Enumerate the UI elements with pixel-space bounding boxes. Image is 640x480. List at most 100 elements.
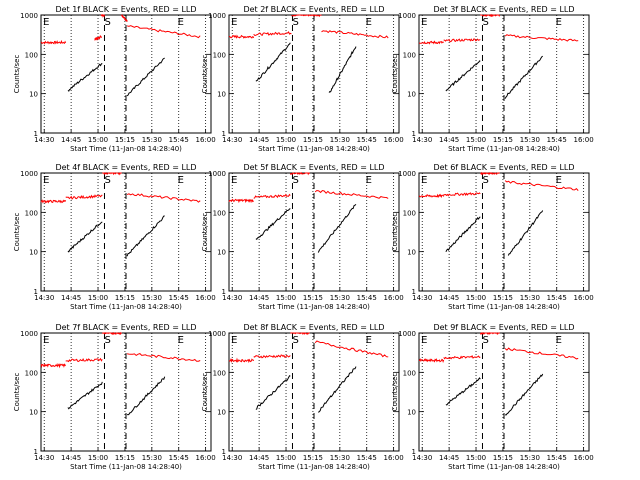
x-tick-label: 16:00 [574, 294, 594, 302]
y-axis-label: Counts/sec [13, 213, 21, 252]
marker-label: S [482, 17, 488, 28]
y-tick-label: 100 [25, 209, 38, 217]
marker-label: E [366, 17, 372, 28]
y-axis-label: Counts/sec [13, 373, 21, 412]
y-tick-label: 10 [217, 91, 226, 99]
y-tick-label: 1 [34, 448, 38, 456]
marker-label: E [231, 335, 237, 346]
x-tick-label: 15:00 [466, 294, 486, 302]
y-tick-label: 10 [29, 91, 38, 99]
marker-label: E [178, 17, 184, 28]
lld-trace [290, 332, 310, 336]
x-tick-label: 15:45 [169, 294, 189, 302]
y-axis-label: Counts/sec [201, 213, 209, 252]
x-tick-label: 15:45 [357, 294, 377, 302]
marker-label: S [104, 335, 110, 346]
lld-trace [418, 358, 445, 363]
marker-label: E [421, 175, 427, 186]
plot-panel-8: E S E Det 8f BLACK = Events, RED = LLD 1 10 10… [201, 323, 404, 471]
x-tick-label: 15:45 [169, 454, 189, 462]
y-tick-label: 100 [403, 209, 416, 217]
x-tick-label: 15:00 [88, 454, 108, 462]
x-tick-label: 15:15 [493, 136, 513, 144]
x-tick-label: 15:00 [276, 454, 296, 462]
marker-label: S [482, 175, 488, 186]
x-tick-label: 15:45 [169, 136, 189, 144]
x-tick-label: 15:30 [520, 294, 540, 302]
lld-trace [289, 172, 311, 176]
y-tick-label: 10 [217, 409, 226, 417]
marker-label: E [556, 17, 562, 28]
marker-label: E [556, 335, 562, 346]
plot-panel-6: E S E Det 6f BLACK = Events, RED = LLD 1 10 10… [391, 163, 594, 311]
marker-label: E [556, 175, 562, 186]
y-tick-label: 100 [403, 51, 416, 59]
x-tick-label: 16:00 [384, 454, 404, 462]
plot-title: Det 7f BLACK = Events, RED = LLD [55, 323, 196, 332]
x-axis-label: Start Time (11-Jan-08 14:28:40) [258, 145, 370, 153]
plot-title: Det 1f BLACK = Events, RED = LLD [55, 5, 196, 14]
lld-trace [479, 332, 501, 336]
y-tick-label: 1000 [208, 330, 226, 338]
marker-label: E [43, 175, 49, 186]
y-tick-label: 1000 [20, 12, 38, 20]
plot-title: Det 2f BLACK = Events, RED = LLD [243, 5, 384, 14]
lld-trace [121, 13, 128, 22]
marker-label: S [292, 175, 298, 186]
x-axis-label: Start Time (11-Jan-08 14:28:40) [258, 303, 370, 311]
y-tick-label: 1000 [398, 330, 416, 338]
plot-title: Det 5f BLACK = Events, RED = LLD [243, 163, 384, 172]
marker-label: E [231, 17, 237, 28]
y-tick-label: 1000 [20, 170, 38, 178]
events-trace [445, 60, 481, 92]
y-tick-label: 1000 [208, 12, 226, 20]
x-tick-label: 14:45 [61, 136, 81, 144]
lld-trace [127, 353, 201, 362]
x-tick-label: 14:30 [34, 454, 54, 462]
y-tick-label: 100 [213, 209, 226, 217]
plot-panel-7: E S E Det 7f BLACK = Events, RED = LLD 1 10 10… [13, 323, 216, 471]
x-tick-label: 15:30 [330, 454, 350, 462]
x-tick-label: 14:45 [439, 136, 459, 144]
x-tick-label: 15:45 [357, 136, 377, 144]
lld-trace [100, 13, 105, 19]
y-axis-label: Counts/sec [13, 55, 21, 94]
lld-trace [253, 31, 292, 36]
y-tick-label: 10 [217, 249, 226, 257]
plot-title: Det 8f BLACK = Events, RED = LLD [243, 323, 384, 332]
x-tick-label: 14:30 [222, 454, 242, 462]
lld-trace [228, 198, 254, 204]
x-tick-label: 16:00 [196, 136, 216, 144]
events-trace [255, 375, 291, 410]
lld-trace [65, 357, 103, 363]
plot-title: Det 6f BLACK = Events, RED = LLD [433, 163, 574, 172]
x-axis-label: Start Time (11-Jan-08 14:28:40) [448, 145, 560, 153]
x-tick-label: 15:00 [276, 294, 296, 302]
x-tick-label: 16:00 [384, 136, 404, 144]
x-tick-label: 14:45 [439, 454, 459, 462]
lld-trace [40, 363, 67, 369]
x-tick-label: 15:15 [303, 454, 323, 462]
y-tick-label: 1 [222, 130, 226, 138]
y-tick-label: 1 [34, 288, 38, 296]
y-axis-label: Counts/sec [391, 373, 399, 412]
events-trace [317, 366, 357, 413]
x-tick-label: 14:45 [249, 136, 269, 144]
lld-trace [228, 357, 255, 364]
events-trace [445, 216, 481, 253]
lld-trace [126, 193, 201, 203]
x-tick-label: 15:15 [493, 454, 513, 462]
y-axis-label: Counts/sec [391, 55, 399, 94]
x-tick-label: 14:30 [34, 136, 54, 144]
events-trace [126, 215, 165, 257]
y-tick-label: 1000 [208, 170, 226, 178]
y-tick-label: 1000 [398, 170, 416, 178]
y-tick-label: 10 [29, 249, 38, 257]
x-tick-label: 15:00 [466, 454, 486, 462]
x-tick-label: 15:45 [547, 454, 567, 462]
lld-trace [443, 38, 481, 43]
marker-label: E [178, 335, 184, 346]
events-trace [328, 46, 357, 93]
y-tick-label: 10 [407, 409, 416, 417]
